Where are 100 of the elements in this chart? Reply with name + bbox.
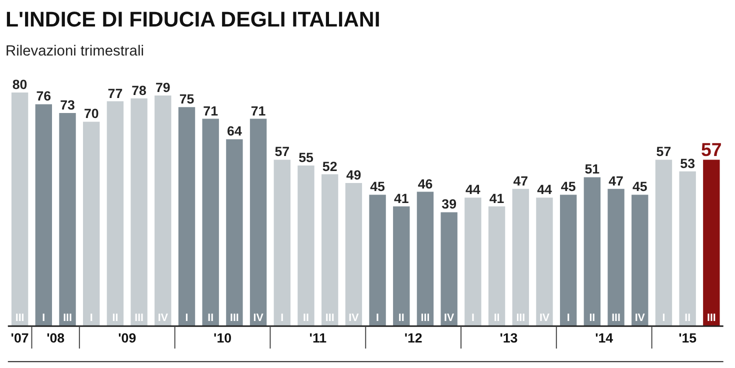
x-tick-label: I xyxy=(185,312,188,324)
data-label: 44 xyxy=(466,182,481,198)
text: '11 xyxy=(309,330,328,346)
text: '09 xyxy=(118,330,136,346)
bar xyxy=(655,160,672,326)
bar xyxy=(11,92,28,326)
bar xyxy=(512,188,529,326)
bar xyxy=(608,188,624,326)
x-tick-label: III xyxy=(230,312,239,324)
text: '15 xyxy=(678,330,698,346)
x-tick-label: II xyxy=(398,312,404,324)
bar xyxy=(250,118,267,326)
x-tick-label: II xyxy=(684,312,691,324)
x-tick-label: I xyxy=(90,312,93,324)
data-label: 80 xyxy=(12,77,28,92)
x-tick-label: II xyxy=(208,312,214,324)
text: '08 xyxy=(46,330,65,346)
x-tick-label: II xyxy=(494,312,500,324)
bar xyxy=(83,122,100,326)
data-label: 57 xyxy=(701,139,722,160)
bar xyxy=(679,171,696,326)
x-tick-label: IV xyxy=(348,312,360,324)
x-tick-label: II xyxy=(112,312,118,324)
x-tick-label: I xyxy=(662,312,666,324)
x-tick-label: IV xyxy=(634,312,646,324)
bar xyxy=(130,98,148,326)
x-tick-label: IV xyxy=(253,312,264,324)
bar xyxy=(202,118,219,326)
text: '10 xyxy=(214,330,232,346)
data-label: 71 xyxy=(250,103,266,118)
data-label: 47 xyxy=(608,173,624,188)
x-tick-label: IV xyxy=(444,312,456,324)
bar xyxy=(298,166,314,326)
bar xyxy=(369,194,386,326)
data-label: 57 xyxy=(656,144,672,160)
x-tick-label: III xyxy=(612,312,621,324)
data-label: 70 xyxy=(84,106,99,122)
data-label: 71 xyxy=(203,103,219,118)
data-label: 39 xyxy=(442,196,456,212)
x-tick-label: III xyxy=(15,312,24,324)
data-label: 47 xyxy=(513,173,528,188)
bar xyxy=(560,194,577,326)
x-tick-label: I xyxy=(280,312,284,324)
x-tick-label: I xyxy=(471,312,474,324)
x-tick-label: IV xyxy=(539,312,550,324)
bar xyxy=(178,107,196,326)
bar xyxy=(274,160,290,326)
bar xyxy=(345,183,362,326)
text: '12 xyxy=(404,330,422,346)
x-tick-label: II xyxy=(589,312,596,324)
data-label: 73 xyxy=(60,97,75,112)
text: '14 xyxy=(595,330,614,346)
x-tick-label: III xyxy=(516,312,526,324)
bar xyxy=(632,194,648,326)
x-tick-label: III xyxy=(706,312,716,324)
x-tick-label: III xyxy=(325,312,334,324)
bar xyxy=(584,177,601,326)
x-tick-label: I xyxy=(566,312,570,324)
x-tick-label: I xyxy=(42,312,46,324)
data-label: 49 xyxy=(346,168,362,183)
bar xyxy=(59,112,76,326)
data-label: 78 xyxy=(132,82,146,98)
data-label: 45 xyxy=(632,179,648,194)
x-tick-label: III xyxy=(134,312,144,324)
data-label: 57 xyxy=(274,144,290,160)
chart-subtitle: Rilevazioni trimestrali xyxy=(6,44,144,60)
data-label: 51 xyxy=(584,162,600,177)
data-label: 79 xyxy=(155,80,170,95)
bar xyxy=(35,104,52,326)
chart-title: L'INDICE DI FIDUCIA DEGLI ITALIANI xyxy=(6,8,380,32)
x-tick-label: I xyxy=(376,312,380,324)
bar xyxy=(226,139,243,326)
data-label: 41 xyxy=(489,190,505,206)
data-label: 45 xyxy=(370,179,386,194)
bar xyxy=(488,206,506,326)
data-label: 77 xyxy=(108,86,123,101)
bar xyxy=(106,101,124,326)
text: '13 xyxy=(500,330,518,346)
data-label: 53 xyxy=(680,156,695,171)
data-label: 55 xyxy=(298,150,314,166)
data-label: 46 xyxy=(418,176,433,192)
x-tick-label: III xyxy=(63,312,72,324)
x-tick-label: II xyxy=(303,312,309,324)
bar xyxy=(536,198,553,326)
bar xyxy=(416,192,434,326)
data-label: 41 xyxy=(394,190,410,206)
x-tick-label: III xyxy=(420,312,430,324)
bar xyxy=(464,198,482,326)
data-label: 64 xyxy=(227,124,242,139)
x-tick-label: IV xyxy=(158,312,169,324)
bar xyxy=(154,95,172,326)
data-label: 52 xyxy=(322,158,338,174)
data-label: 75 xyxy=(179,92,195,107)
bar xyxy=(703,160,720,326)
data-label: 44 xyxy=(537,182,552,198)
text: '07 xyxy=(10,330,29,346)
bar xyxy=(393,206,410,326)
bar xyxy=(321,174,338,326)
data-label: 45 xyxy=(560,179,576,194)
bar xyxy=(440,212,458,326)
